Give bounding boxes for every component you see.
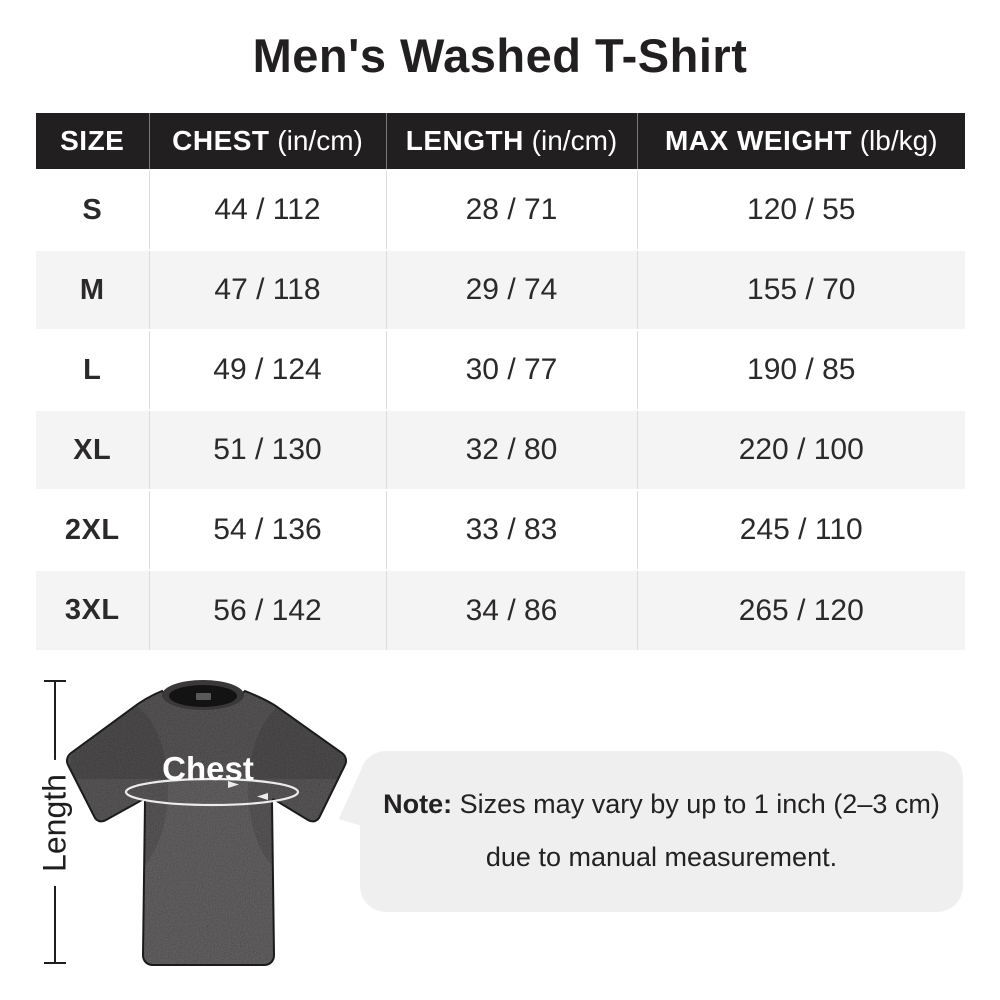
- note-line-1: Note: Sizes may vary by up to 1 inch (2–…: [383, 789, 940, 820]
- size-cell: M: [36, 249, 149, 330]
- chest-label: Chest: [162, 750, 254, 787]
- note-line-1-rest: Sizes may vary by up to 1 inch (2–3 cm): [452, 789, 940, 820]
- tshirt-collar: [162, 680, 244, 710]
- value-cell: 29 / 74: [385, 249, 637, 330]
- note-line-2: due to manual measurement.: [485, 842, 838, 872]
- column-header: MAX WEIGHT (lb/kg): [636, 113, 965, 170]
- value-cell: 30 / 77: [385, 329, 637, 410]
- value-cell: 265 / 120: [636, 569, 965, 650]
- size-cell: S: [36, 169, 149, 250]
- value-cell: 220 / 100: [636, 409, 965, 490]
- tshirt-body: [67, 691, 346, 965]
- value-cell: 47 / 118: [148, 249, 386, 330]
- table-row: S 44 / 112 28 / 71 120 / 55: [36, 169, 965, 250]
- value-cell: 49 / 124: [148, 329, 386, 410]
- chest-measure-arrows: [228, 781, 268, 800]
- table-row: 3XL 56 / 142 34 / 86 265 / 120: [36, 569, 965, 650]
- tshirt-image: Chest: [66, 680, 347, 966]
- tshirt-outline: [66, 689, 347, 966]
- size-table-body: S 44 / 112 28 / 71 120 / 55 M 47 / 118 29 / 74…: [36, 169, 965, 650]
- value-cell: 33 / 83: [385, 489, 637, 570]
- chest-measure-ellipse: [124, 777, 300, 807]
- value-cell: 120 / 55: [636, 169, 965, 250]
- value-cell: 54 / 136: [148, 489, 386, 570]
- table-header-row: SIZE CHEST (in/cm) LENGTH (in/cm) MAX WEIGH…: [36, 113, 965, 170]
- value-cell: 155 / 70: [636, 249, 965, 330]
- value-cell: 28 / 71: [385, 169, 637, 250]
- length-measure-cap-top: [44, 680, 66, 682]
- size-cell: 2XL: [36, 489, 149, 570]
- note-bubble: Note: Sizes may vary by up to 1 inch (2–…: [360, 751, 963, 912]
- value-cell: 34 / 86: [385, 569, 637, 650]
- note-prefix: Note:: [383, 789, 453, 820]
- size-cell: 3XL: [36, 569, 149, 650]
- value-cell: 51 / 130: [148, 409, 386, 490]
- table-row: 2XL 54 / 136 33 / 83 245 / 110: [36, 489, 965, 570]
- value-cell: 245 / 110: [636, 489, 965, 570]
- value-cell: 32 / 80: [385, 409, 637, 490]
- value-cell: 44 / 112: [148, 169, 386, 250]
- value-cell: 56 / 142: [148, 569, 386, 650]
- table-row: M 47 / 118 29 / 74 155 / 70: [36, 249, 965, 330]
- size-cell: L: [36, 329, 149, 410]
- length-measure-cap-bottom: [44, 962, 66, 964]
- table-row: L 49 / 124 30 / 77 190 / 85: [36, 329, 965, 410]
- value-cell: 190 / 85: [636, 329, 965, 410]
- column-header: LENGTH (in/cm): [385, 113, 637, 170]
- size-chart-table: SIZE CHEST (in/cm) LENGTH (in/cm) MAX WEIGH…: [36, 113, 965, 650]
- column-header: SIZE: [36, 113, 149, 170]
- table-row: XL 51 / 130 32 / 80 220 / 100: [36, 409, 965, 490]
- size-cell: XL: [36, 409, 149, 490]
- column-header: CHEST (in/cm): [148, 113, 386, 170]
- page-title: Men's Washed T-Shirt: [252, 29, 748, 82]
